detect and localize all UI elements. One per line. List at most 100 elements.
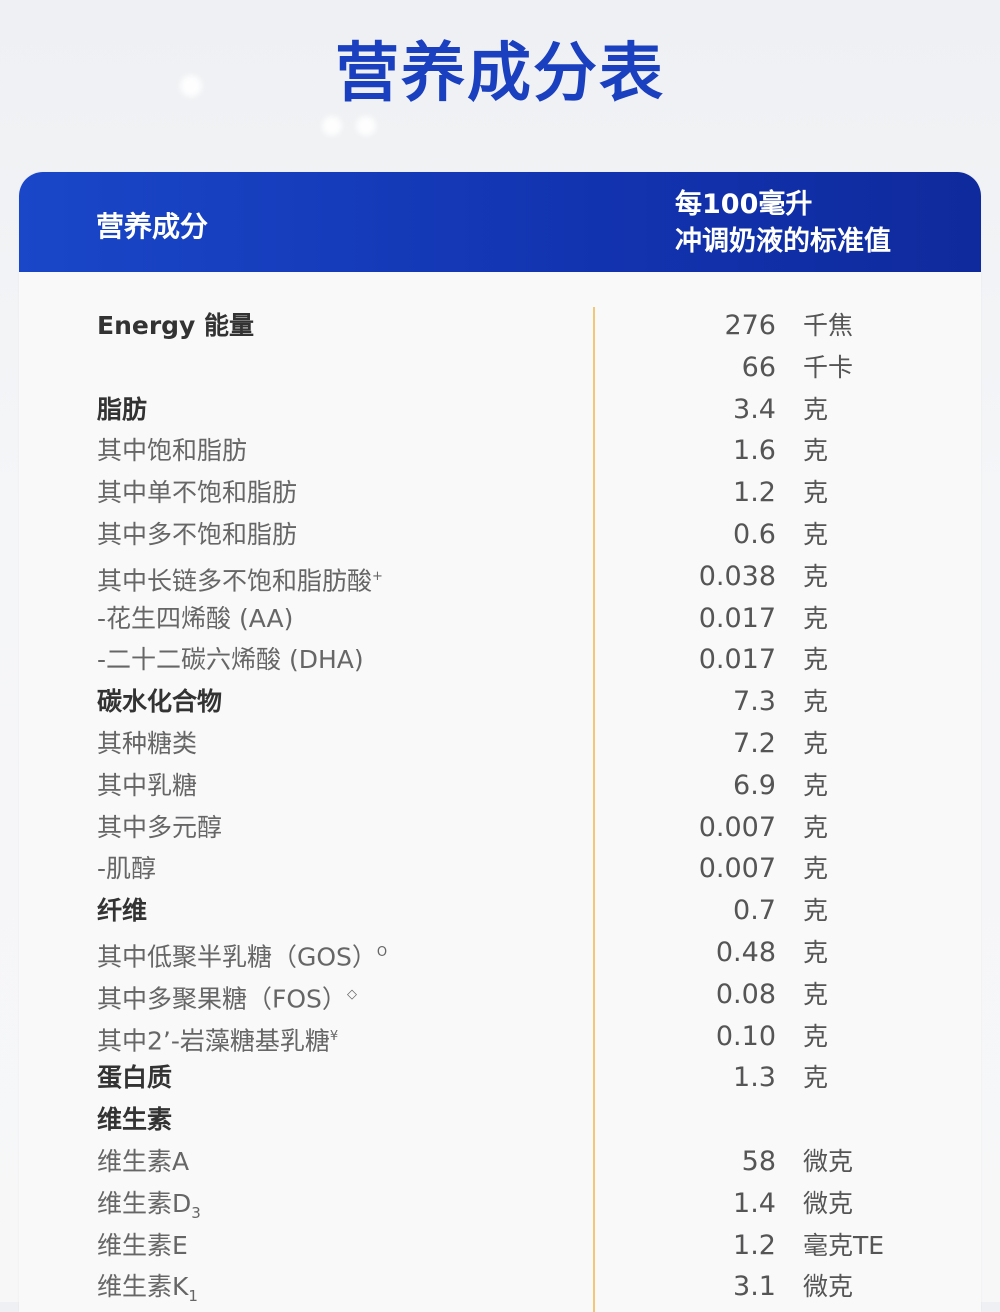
nutrient-name: -肌醇 (97, 848, 156, 890)
nutrient-name-text: 其种糖类 (97, 729, 198, 758)
nutrient-name-text: 维生素 (97, 1105, 173, 1135)
nutrient-name: 蛋白质 (97, 1057, 172, 1099)
nutrient-name-text: 其中多元醇 (97, 812, 223, 842)
nutrient-value: 0.038 (698, 560, 776, 592)
table-row: 其中2’-岩藻糖基乳糖¥ 0.10 克 (19, 1016, 981, 1058)
nutrient-name-text: -肌醇 (97, 854, 157, 884)
nutrient-name-text: 维生素A (97, 1147, 190, 1176)
nutrient-name: 维生素E (97, 1225, 188, 1267)
table-row: -花生四烯酸 (AA) 0.017 克 (19, 598, 981, 640)
nutrient-name-text: 维生素D (97, 1188, 192, 1218)
nutrient-name: 维生素A (97, 1141, 189, 1183)
header-value-line2: 冲调奶液的标准值 (675, 226, 891, 257)
nutrient-unit: 克 (803, 1021, 829, 1051)
nutrient-name: 其中多聚果糖（FOS）◇ (97, 974, 357, 1020)
table-row: 碳水化合物 7.3 克 (19, 681, 981, 723)
nutrient-name-text: Energy 能量 (97, 311, 255, 340)
nutrient-unit: 微克 (803, 1147, 854, 1176)
nutrient-name-text: -花生四烯酸 (AA) (97, 603, 294, 633)
nutrient-unit: 克 (803, 687, 829, 717)
nutrient-unit: 克 (803, 1063, 829, 1093)
table-row: 其中长链多不饱和脂肪酸+ 0.038 克 (19, 556, 981, 598)
table-row: -二十二碳六烯酸 (DHA) 0.017 克 (19, 639, 981, 681)
header-value-line1: 每100毫升 (675, 189, 813, 220)
nutrient-value: 0.08 (715, 978, 776, 1010)
nutrient-name: Energy 能量 (97, 305, 254, 347)
nutrient-unit: 克 (803, 979, 829, 1009)
nutrient-value: 7.3 (733, 686, 776, 718)
nutrient-value: 7.2 (733, 728, 776, 759)
nutrient-name-text: 维生素K (97, 1272, 189, 1302)
table-row: 其中单不饱和脂肪 1.2 克 (19, 472, 981, 514)
nutrient-name-text: 其中2’-岩藻糖基乳糖 (97, 1025, 330, 1055)
nutrient-unit: 克 (803, 645, 829, 675)
nutrient-unit: 克 (803, 436, 829, 466)
table-row: 脂肪 3.4 克 (19, 389, 981, 431)
nutrient-value: 0.48 (715, 937, 776, 968)
nutrient-name: 维生素D3 (97, 1183, 201, 1234)
nutrient-unit: 克 (803, 394, 829, 424)
table-row: 维生素K1 3.1 微克 (19, 1266, 981, 1308)
nutrient-name-text: 其中乳糖 (97, 770, 198, 800)
nutrient-name-text: 碳水化合物 (97, 687, 223, 717)
table-row: 其中乳糖 6.9 克 (19, 765, 981, 807)
table-row: 66 千卡 (19, 347, 981, 389)
nutrient-name-text: 其中多不饱和脂肪 (97, 520, 298, 549)
nutrient-subscript: 3 (191, 1203, 201, 1222)
nutrient-name-text: 纤维 (97, 896, 148, 926)
nutrient-name-text: 脂肪 (97, 394, 148, 424)
nutrient-name: 脂肪 (97, 389, 147, 431)
nutrient-name: 其中低聚半乳糖（GOS）O (97, 932, 387, 978)
nutrient-value: 0.6 (733, 519, 776, 550)
nutrient-unit: 微克 (803, 1272, 854, 1302)
nutrient-name: 其中多元醇 (97, 807, 222, 849)
nutrient-value: 66 (741, 351, 776, 383)
nutrient-unit: 克 (803, 770, 829, 800)
nutrient-name: 纤维 (97, 890, 147, 932)
nutrient-unit: 克 (803, 561, 829, 591)
sparkle-decoration (322, 116, 342, 136)
nutrient-value: 1.3 (733, 1062, 776, 1094)
nutrient-value: 0.007 (698, 811, 776, 843)
nutrient-name: 其中乳糖 (97, 765, 197, 807)
nutrient-name: 其中2’-岩藻糖基乳糖¥ (97, 1016, 338, 1062)
table-row: 其中多不饱和脂肪 0.6 克 (19, 514, 981, 556)
table-row: 维生素 (19, 1099, 981, 1141)
nutrient-unit: 克 (803, 478, 829, 508)
nutrient-name-text: 其中饱和脂肪 (97, 436, 248, 466)
nutrient-value: 0.007 (698, 853, 776, 885)
nutrient-unit: 克 (803, 896, 829, 926)
nutrient-unit: 微克 (803, 1188, 854, 1218)
table-row: 维生素E 1.2 毫克TE (19, 1225, 981, 1267)
nutrient-value: 1.6 (733, 435, 776, 467)
footnote-marker: O (376, 945, 388, 960)
nutrient-value: 1.2 (733, 477, 776, 509)
table-row: 蛋白质 1.3 克 (19, 1057, 981, 1099)
nutrient-value: 1.2 (733, 1229, 776, 1261)
nutrient-value: 276 (724, 310, 776, 341)
nutrient-name-text: 维生素E (97, 1230, 188, 1260)
nutrient-value: 0.017 (698, 644, 776, 676)
nutrient-unit: 千焦 (803, 311, 854, 340)
table-row: Energy 能量 276 千焦 (19, 305, 981, 347)
nutrient-name-text: 其中单不饱和脂肪 (97, 478, 298, 508)
nutrient-unit: 克 (803, 938, 829, 967)
nutrient-name-text: 其中长链多不饱和脂肪酸 (97, 566, 373, 596)
header-value-label: 每100毫升 冲调奶液的标准值 (675, 186, 891, 260)
table-row: 其中饱和脂肪 1.6 克 (19, 430, 981, 472)
page-title: 营养成分表 (335, 37, 665, 111)
nutrient-unit: 克 (803, 729, 829, 758)
nutrient-value: 0.10 (715, 1020, 776, 1052)
nutrient-subscript: 1 (188, 1287, 198, 1306)
nutrient-value: 3.4 (733, 393, 776, 425)
nutrient-name-text: 其中低聚半乳糖（GOS） (97, 942, 377, 972)
nutrient-name: 维生素 (97, 1099, 172, 1141)
footnote-marker: ¥ (329, 1028, 339, 1044)
nutrient-value: 0.7 (733, 895, 776, 927)
nutrient-name: -二十二碳六烯酸 (DHA) (97, 639, 364, 681)
nutrient-name: 维生素K1 (97, 1266, 198, 1312)
table-row: 其中多聚果糖（FOS）◇ 0.08 克 (19, 974, 981, 1016)
footnote-marker: ◇ (346, 986, 357, 1002)
nutrient-unit: 克 (803, 812, 829, 842)
nutrition-table: 营养成分 每100毫升 冲调奶液的标准值 Energy 能量 276 千焦 66 千卡脂… (19, 172, 981, 1312)
